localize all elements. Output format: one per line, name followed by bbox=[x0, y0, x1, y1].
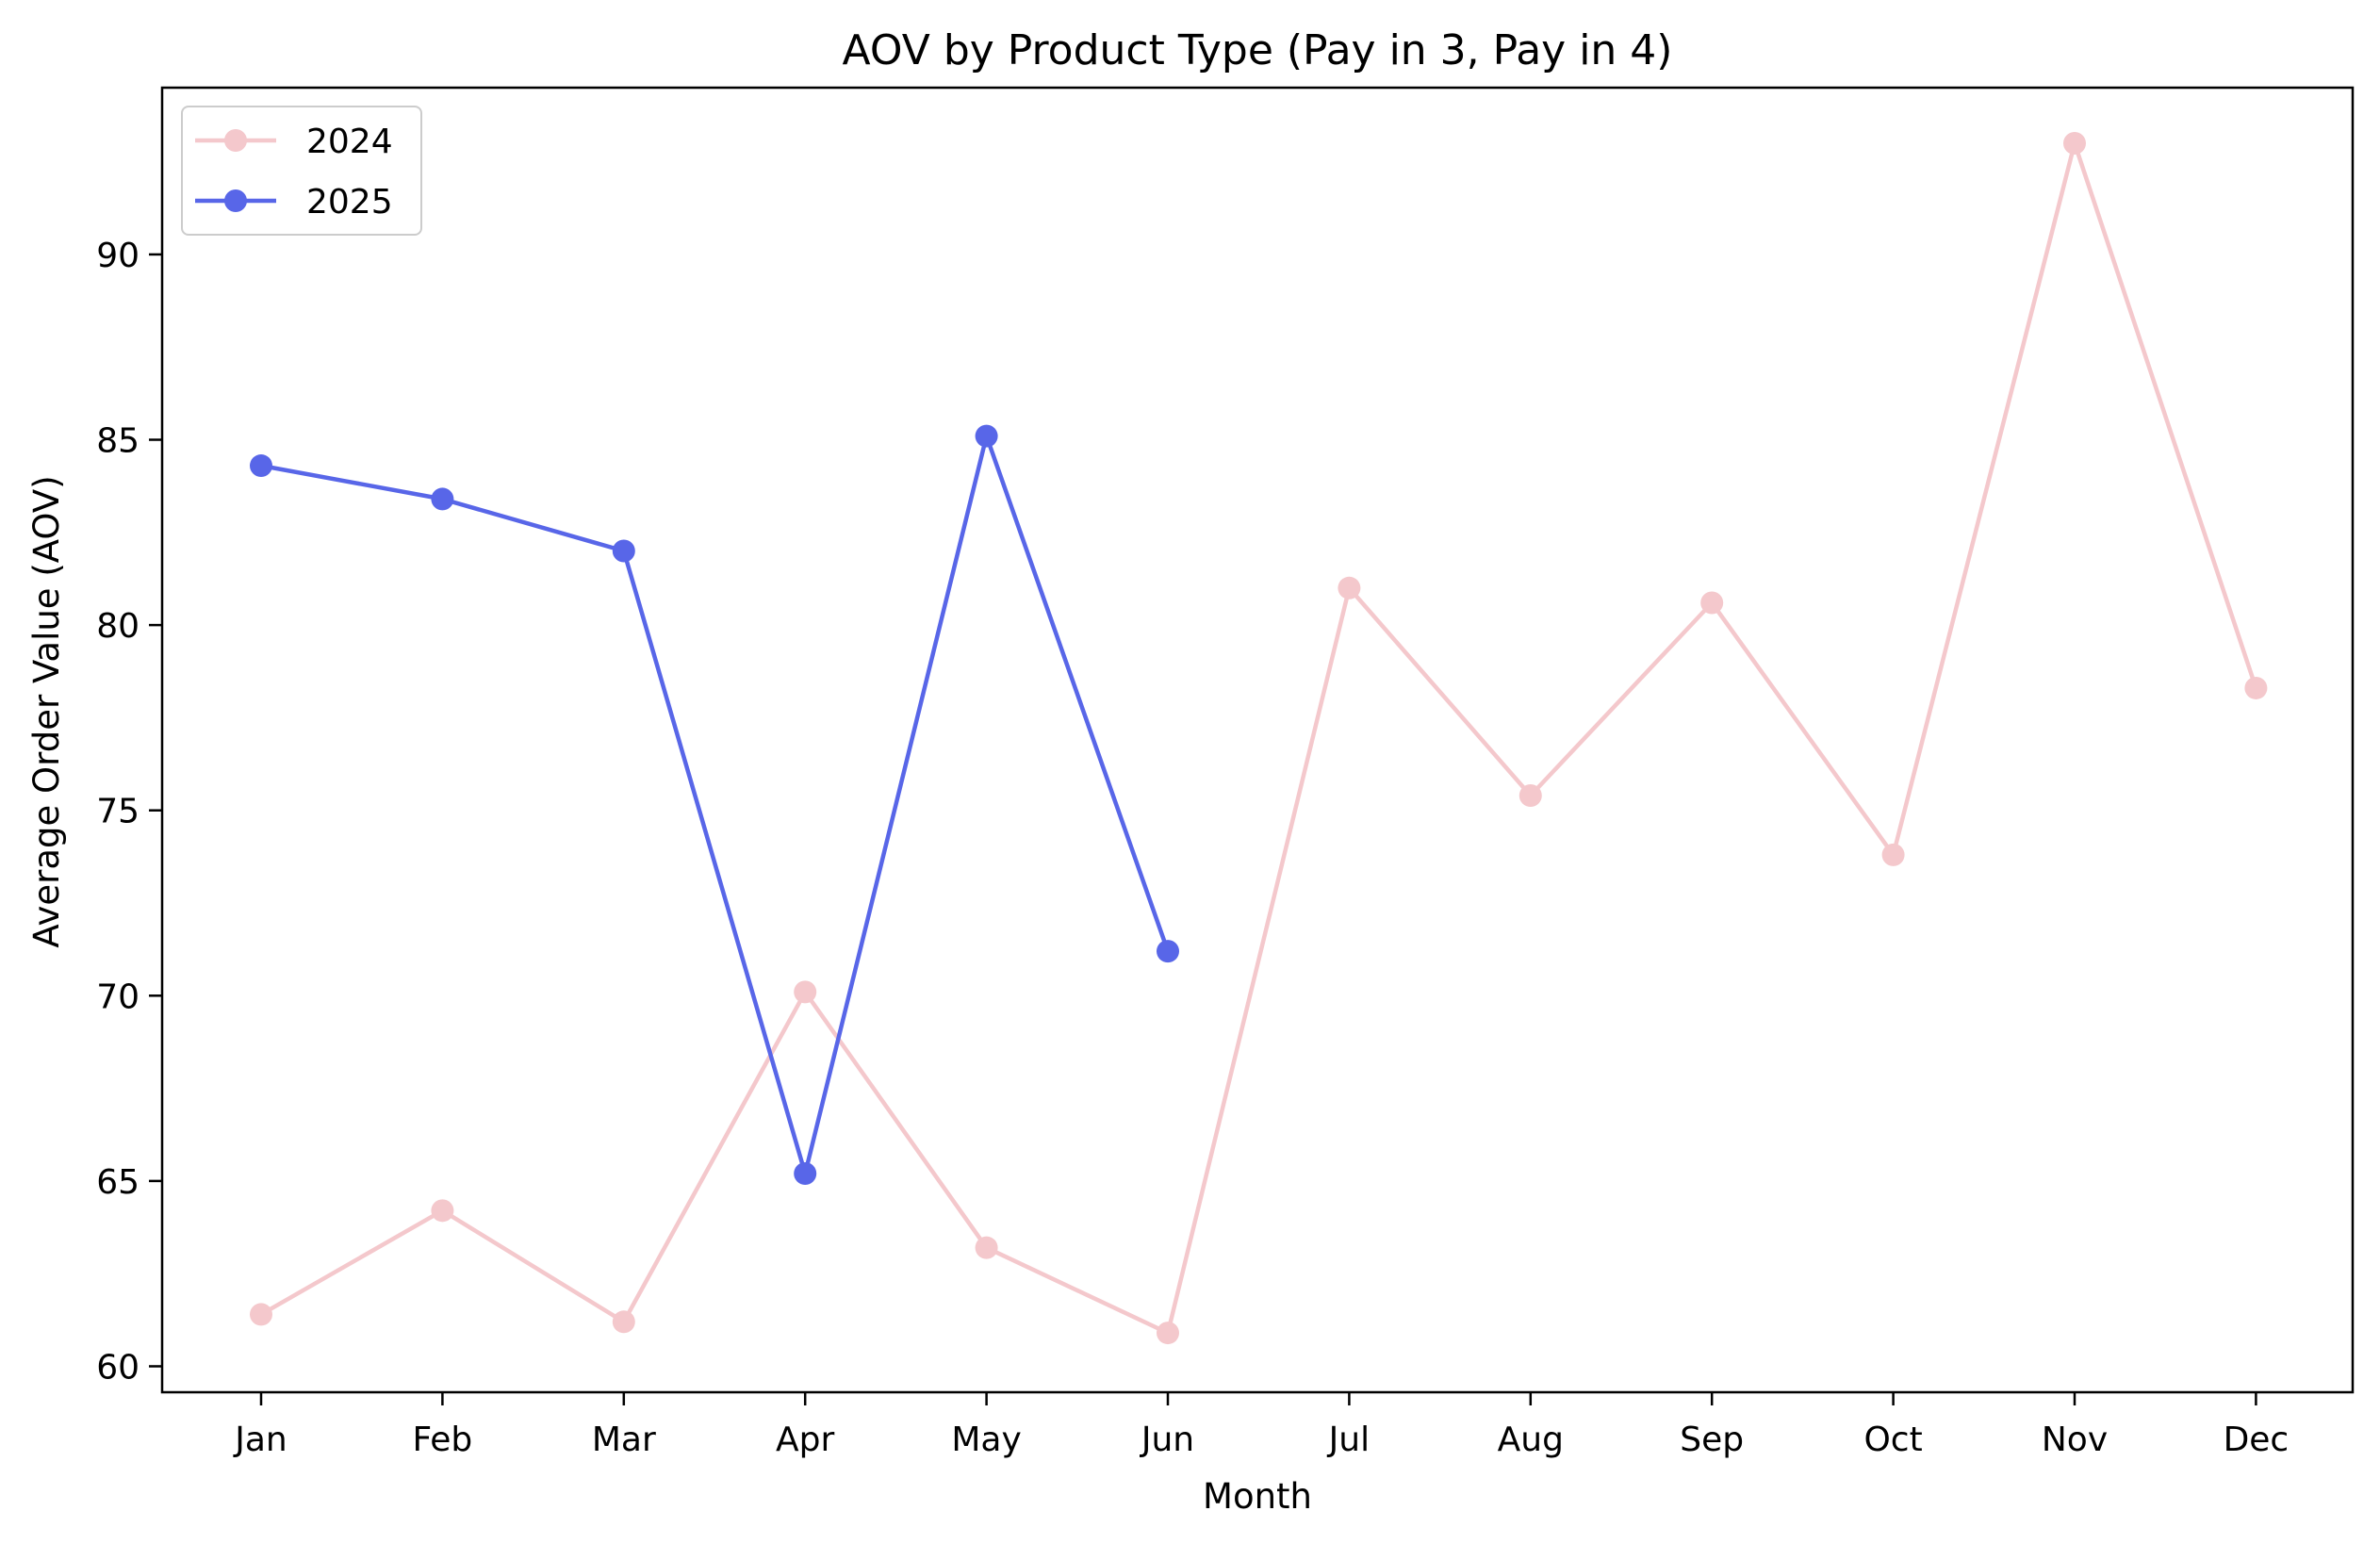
x-tick-label: Jan bbox=[233, 1421, 287, 1459]
series-2024 bbox=[250, 131, 2268, 1345]
y-tick-label: 80 bbox=[96, 607, 140, 646]
data-point-2024-Nov bbox=[2063, 131, 2086, 155]
y-tick-label: 65 bbox=[96, 1163, 140, 1202]
series-line-2024 bbox=[259, 140, 2258, 1336]
x-tick-label: Nov bbox=[2042, 1421, 2108, 1459]
legend-marker bbox=[224, 189, 247, 212]
x-tick-label: Aug bbox=[1498, 1421, 1564, 1459]
data-point-2024-Jan bbox=[250, 1303, 272, 1326]
x-tick-label: Jun bbox=[1140, 1421, 1194, 1459]
data-point-2024-Oct bbox=[1881, 843, 1905, 866]
data-point-2024-Apr bbox=[794, 980, 817, 1004]
y-tick-label: 60 bbox=[96, 1348, 140, 1387]
data-point-2024-Dec bbox=[2244, 676, 2268, 699]
x-tick-label: May bbox=[951, 1421, 1021, 1459]
data-point-2025-Mar bbox=[612, 539, 635, 563]
legend-marker bbox=[224, 129, 247, 152]
legend-item-2025: 2025 bbox=[195, 183, 393, 222]
y-tick-label: 75 bbox=[96, 793, 140, 831]
data-point-2025-Jun bbox=[1157, 940, 1179, 963]
x-tick-label: Sep bbox=[1680, 1421, 1744, 1459]
x-tick-label: Dec bbox=[2224, 1421, 2290, 1459]
legend: 2024 2025 bbox=[181, 106, 422, 236]
plot-area-frame bbox=[160, 86, 2355, 1394]
data-point-2025-Feb bbox=[431, 487, 454, 511]
series-2025 bbox=[250, 424, 1179, 1186]
data-point-2024-Jun bbox=[1157, 1322, 1179, 1345]
series-layer bbox=[250, 131, 2268, 1345]
y-tick-label: 85 bbox=[96, 422, 140, 461]
data-point-2024-Jul bbox=[1338, 576, 1361, 600]
chart-title: AOV by Product Type (Pay in 3, Pay in 4) bbox=[843, 26, 1673, 74]
data-point-2024-Aug bbox=[1518, 783, 1542, 807]
legend-label: 2024 bbox=[306, 123, 393, 161]
y-tick-label: 90 bbox=[96, 237, 140, 275]
data-point-2024-Sep bbox=[1700, 591, 1724, 615]
data-point-2024-May bbox=[975, 1236, 998, 1259]
series-line-2025 bbox=[260, 434, 1171, 1176]
data-point-2025-Jan bbox=[250, 454, 272, 478]
axis-ticks: Jan Feb Mar Apr May Jun Jul Aug Sep Oct Nov Dec 60 65… bbox=[96, 237, 2289, 1459]
legend-item-2024: 2024 bbox=[195, 123, 393, 161]
y-tick-label: 70 bbox=[96, 977, 140, 1016]
y-axis-label: Average Order Value (AOV) bbox=[26, 475, 67, 947]
data-point-2024-Feb bbox=[431, 1199, 454, 1223]
data-point-2025-Apr bbox=[794, 1162, 817, 1186]
legend-label: 2025 bbox=[306, 183, 393, 222]
x-tick-label: Oct bbox=[1863, 1421, 1922, 1459]
data-point-2024-Mar bbox=[612, 1310, 635, 1334]
x-tick-label: Mar bbox=[592, 1421, 656, 1459]
data-point-2025-May bbox=[975, 424, 998, 448]
x-tick-label: Jul bbox=[1327, 1421, 1370, 1459]
x-axis-label: Month bbox=[1203, 1476, 1312, 1517]
x-tick-label: Apr bbox=[776, 1421, 834, 1459]
x-tick-label: Feb bbox=[413, 1421, 473, 1459]
